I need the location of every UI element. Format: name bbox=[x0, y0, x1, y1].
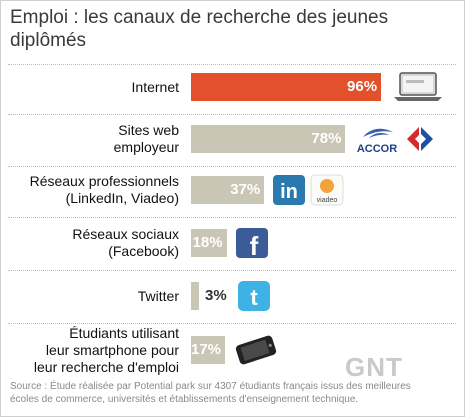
category-label: Étudiants utilisant leur smartphone pour l… bbox=[4, 325, 179, 376]
bar bbox=[191, 336, 225, 364]
viadeo-logo: viadeo bbox=[310, 174, 344, 211]
bar bbox=[191, 282, 199, 310]
category-label-line: Réseaux professionnels bbox=[29, 173, 179, 189]
linkedin-logo: in bbox=[272, 174, 306, 211]
category-label: Réseaux sociaux (Facebook) bbox=[4, 226, 179, 260]
row-divider bbox=[8, 64, 456, 65]
watermark-logo: GNT bbox=[345, 352, 403, 382]
row-divider bbox=[8, 166, 456, 167]
bar bbox=[191, 176, 265, 204]
row-divider bbox=[8, 323, 456, 324]
source-line-2: écoles de commerce, universités et établ… bbox=[10, 394, 359, 405]
category-label: Sites web employeur bbox=[4, 122, 179, 156]
category-label-line: Twitter bbox=[137, 287, 179, 304]
chart-title: Emploi : les canaux de recherche des jeu… bbox=[10, 7, 389, 51]
svg-text:viadeo: viadeo bbox=[317, 197, 338, 204]
laptop-icon bbox=[391, 71, 445, 108]
source-note: Source : Étude réalisée par Potential pa… bbox=[10, 380, 460, 406]
category-label-line: (LinkedIn, Viadeo) bbox=[65, 190, 179, 206]
source-line-1: Source : Étude réalisée par Potential pa… bbox=[10, 381, 411, 392]
category-label-line: employeur bbox=[113, 139, 179, 155]
smartphone-icon bbox=[233, 334, 279, 371]
category-label: Internet bbox=[4, 79, 179, 96]
value-label: 78% bbox=[311, 130, 342, 147]
category-label-line: Étudiants utilisant bbox=[69, 324, 179, 341]
category-label-line: leur recherche d'emploi bbox=[33, 358, 179, 375]
category-label-line: (Facebook) bbox=[108, 243, 179, 259]
row-divider bbox=[8, 270, 456, 271]
category-label-line: Sites web bbox=[118, 122, 179, 138]
value-label: 17% bbox=[191, 341, 222, 358]
twitter-logo: t bbox=[237, 280, 271, 317]
svg-text:f: f bbox=[249, 231, 258, 259]
category-label: Réseaux professionnels (LinkedIn, Viadeo) bbox=[4, 173, 179, 207]
carrefour-logo bbox=[405, 123, 435, 160]
row-divider bbox=[8, 114, 456, 115]
category-label-line: Internet bbox=[131, 78, 179, 95]
bar bbox=[191, 229, 227, 257]
svg-text:ACCOR: ACCOR bbox=[357, 143, 397, 155]
value-label: 96% bbox=[347, 78, 378, 95]
category-label: Twitter bbox=[4, 288, 179, 305]
bar bbox=[191, 125, 346, 153]
value-label: 37% bbox=[230, 181, 261, 198]
bar bbox=[191, 73, 382, 101]
accor-logo: ACCOR bbox=[353, 123, 401, 160]
value-label: 3% bbox=[205, 287, 227, 304]
row-divider bbox=[8, 217, 456, 218]
facebook-logo: f bbox=[235, 227, 269, 264]
value-label: 18% bbox=[192, 234, 223, 251]
category-label-line: leur smartphone pour bbox=[45, 341, 179, 358]
svg-text:t: t bbox=[250, 285, 258, 310]
svg-text:in: in bbox=[280, 181, 298, 203]
category-label-line: Réseaux sociaux bbox=[72, 226, 179, 242]
